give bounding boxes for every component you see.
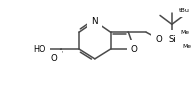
Text: tBu: tBu xyxy=(179,8,190,13)
Text: O: O xyxy=(51,54,58,63)
Text: Si: Si xyxy=(168,35,176,44)
Text: Me: Me xyxy=(183,44,192,49)
Text: HO: HO xyxy=(33,45,45,53)
Text: N: N xyxy=(91,17,98,26)
Text: O: O xyxy=(131,45,138,53)
Text: O: O xyxy=(156,35,162,44)
Text: Me: Me xyxy=(181,30,190,35)
